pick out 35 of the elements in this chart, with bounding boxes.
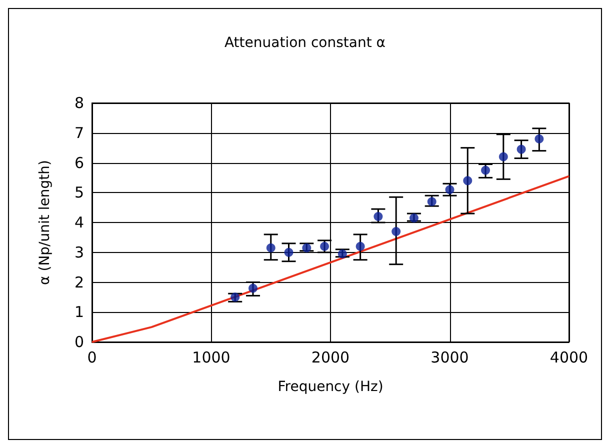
point bbox=[266, 243, 276, 252]
point bbox=[481, 166, 490, 175]
point bbox=[248, 284, 258, 293]
point bbox=[427, 197, 436, 206]
x-axis-title: Frequency (Hz) bbox=[278, 379, 384, 395]
point bbox=[409, 214, 418, 223]
chart-title: Attenuation constant α bbox=[224, 35, 386, 51]
x-tick-label: 3000 bbox=[430, 348, 469, 366]
point bbox=[534, 134, 544, 144]
y-tick-label: 0 bbox=[74, 333, 84, 351]
point bbox=[302, 243, 312, 252]
x-tick-label: 1000 bbox=[192, 348, 230, 366]
y-tick-label: 8 bbox=[74, 94, 84, 112]
y-tick-label: 3 bbox=[74, 243, 84, 262]
point bbox=[392, 226, 401, 236]
point bbox=[498, 152, 508, 162]
x-tick-label: 2000 bbox=[311, 348, 350, 366]
y-axis-title: α (Np/unit length) bbox=[37, 160, 53, 285]
point bbox=[516, 144, 526, 154]
y-tick-label: 7 bbox=[74, 124, 84, 142]
point bbox=[230, 292, 240, 302]
point bbox=[374, 212, 383, 222]
x-tick-label: 0 bbox=[87, 348, 97, 366]
y-tick-label: 6 bbox=[74, 154, 84, 172]
x-tick-label: 4000 bbox=[550, 348, 588, 366]
point bbox=[356, 242, 365, 251]
point bbox=[463, 176, 472, 186]
y-tick-label: 1 bbox=[74, 303, 84, 322]
y-tick-label: 4 bbox=[74, 214, 84, 232]
y-tick-label: 5 bbox=[74, 184, 84, 202]
point bbox=[445, 185, 454, 194]
point bbox=[338, 249, 347, 258]
point bbox=[284, 248, 294, 257]
y-tick-label: 2 bbox=[74, 273, 84, 292]
point bbox=[320, 242, 330, 251]
